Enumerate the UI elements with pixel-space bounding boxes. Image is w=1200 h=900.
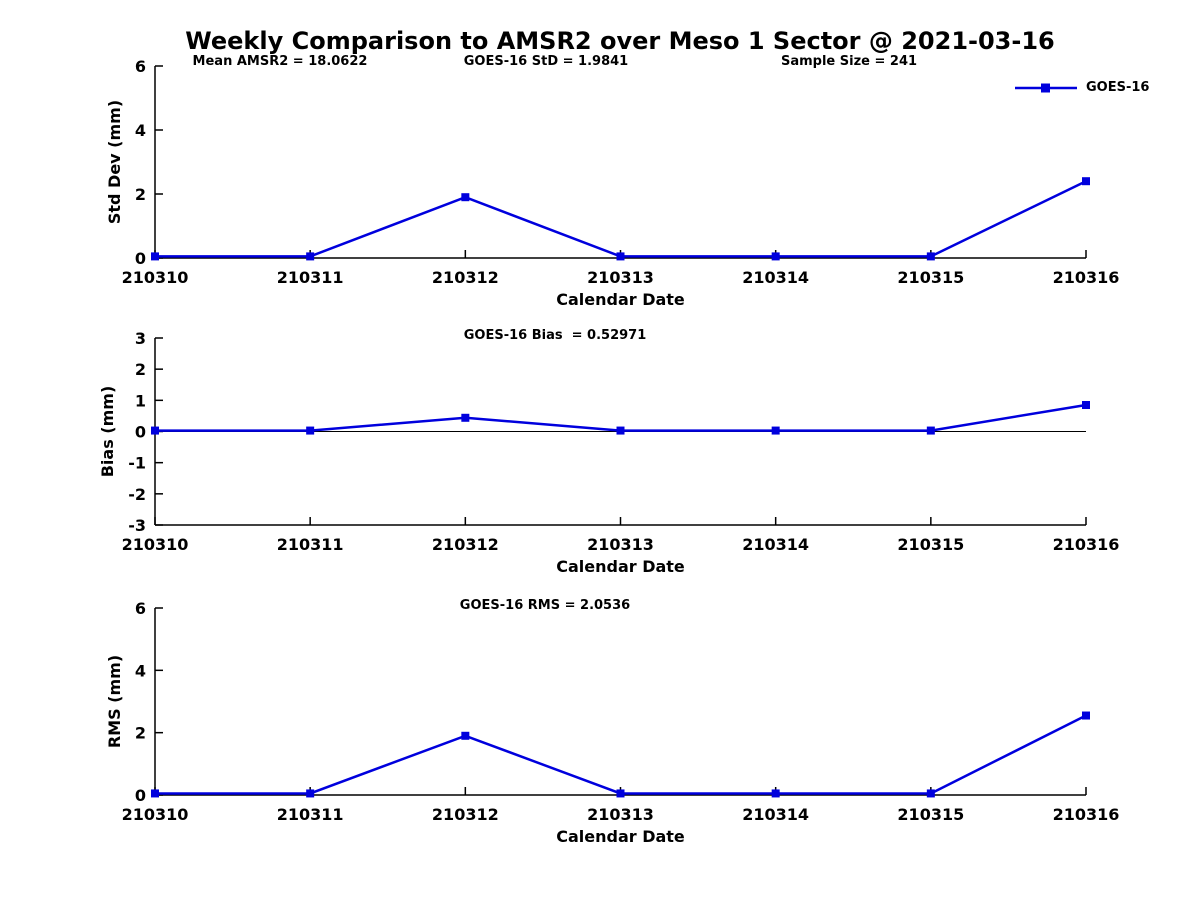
x-tick-label: 210312 [432, 268, 499, 287]
data-point-marker [151, 252, 159, 261]
y-axis-label: Std Dev (mm) [105, 100, 124, 224]
bias-chart: -3 -2 -1 0 1 2 3 210310 210311 210312 210313 210314… [98, 329, 1120, 576]
y-tick-label: 0 [135, 423, 146, 442]
x-tick-label: 210315 [897, 805, 964, 824]
x-tick-label: 210316 [1053, 805, 1120, 824]
legend: GOES-16 [1014, 80, 1149, 95]
y-tick-label: 1 [135, 391, 146, 410]
x-tick-label: 210316 [1053, 268, 1120, 287]
y-tick-label: 4 [135, 661, 146, 680]
x-tick-label: 210310 [122, 805, 189, 824]
data-point-marker [926, 426, 935, 435]
x-tick-label: 210312 [432, 805, 499, 824]
x-tick-label: 210314 [742, 268, 809, 287]
y-tick-label: 3 [135, 329, 146, 348]
figure-title: Weekly Comparison to AMSR2 over Meso 1 S… [185, 27, 1055, 55]
data-point-marker [1082, 711, 1090, 720]
x-tick-label: 210314 [742, 805, 809, 824]
x-tick-label: 210313 [587, 268, 654, 287]
y-tick-label: -2 [128, 485, 146, 504]
data-point-marker [1082, 401, 1090, 410]
data-point-marker [926, 252, 935, 261]
x-tick-label: 210313 [587, 535, 654, 554]
data-point-marker [306, 426, 315, 435]
x-tick-label: 210316 [1053, 535, 1120, 554]
annotation-sample-size: Sample Size = 241 [780, 54, 918, 69]
annotation-goes16-std: GOES-16 StD = 1.9841 [463, 54, 629, 69]
x-tick-label: 210311 [277, 268, 344, 287]
x-tick-label: 210315 [897, 268, 964, 287]
x-tick-label: 210314 [742, 535, 809, 554]
y-axis-label: RMS (mm) [105, 655, 124, 748]
y-tick-label: 4 [135, 121, 146, 140]
data-point-marker [616, 426, 625, 435]
x-axis-label: Calendar Date [556, 557, 685, 576]
data-point-marker [306, 252, 315, 261]
std-dev-chart: 0 2 4 6 210310 210311 210312 210313 210314 210315… [105, 57, 1120, 309]
data-point-marker [306, 789, 315, 798]
y-tick-label: 2 [135, 360, 146, 379]
data-point-marker [771, 252, 780, 261]
x-tick-label: 210313 [587, 805, 654, 824]
y-tick-label: 6 [135, 599, 146, 618]
y-tick-label: -1 [128, 454, 146, 473]
data-point-marker [461, 413, 470, 422]
data-point-marker [616, 252, 625, 261]
data-point-marker [151, 426, 159, 435]
data-point-marker [771, 789, 780, 798]
annotation-goes16-rms: GOES-16 RMS = 2.0536 [459, 598, 631, 613]
y-tick-label: 6 [135, 57, 146, 76]
data-point-marker [1082, 177, 1090, 186]
x-tick-label: 210311 [277, 535, 344, 554]
x-axis-label: Calendar Date [556, 827, 685, 846]
x-axis-label: Calendar Date [556, 290, 685, 309]
annotation-goes16-bias: GOES-16 Bias = 0.52971 [463, 328, 647, 343]
series-line [155, 180, 1087, 258]
data-point-marker [461, 193, 470, 202]
rms-chart: 0 2 4 6 210310 210311 210312 210313 210314 210315… [105, 599, 1120, 846]
data-point-marker [151, 789, 159, 798]
data-point-marker [461, 731, 470, 740]
legend-line-icon [1015, 83, 1077, 92]
data-point-marker [616, 789, 625, 798]
y-tick-label: -3 [128, 516, 146, 535]
data-point-marker [926, 789, 935, 798]
x-tick-label: 210315 [897, 535, 964, 554]
x-tick-label: 210311 [277, 805, 344, 824]
x-tick-label: 210310 [122, 268, 189, 287]
annotation-mean-amsr2: Mean AMSR2 = 18.0622 [192, 54, 368, 69]
legend-label: GOES-16 [1086, 80, 1150, 95]
series-line [155, 714, 1087, 795]
data-point-marker [771, 426, 780, 435]
y-tick-label: 2 [135, 185, 146, 204]
x-tick-label: 210310 [122, 535, 189, 554]
x-tick-label: 210312 [432, 535, 499, 554]
y-axis-label: Bias (mm) [98, 386, 117, 478]
y-tick-label: 2 [135, 724, 146, 743]
y-tick-label: 0 [135, 786, 146, 805]
y-tick-label: 0 [135, 249, 146, 268]
